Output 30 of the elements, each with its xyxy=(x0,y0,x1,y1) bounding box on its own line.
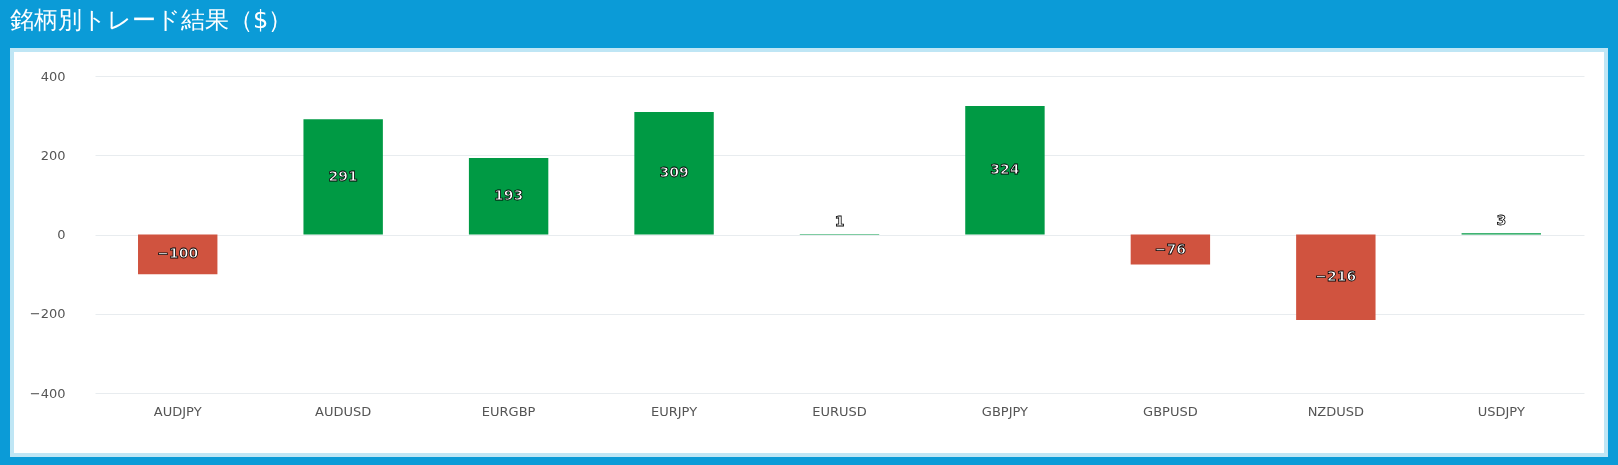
chart-title: 銘柄別トレード結果（$） xyxy=(9,5,294,36)
y-tick-label: 0 xyxy=(57,227,66,242)
data-label: −76 xyxy=(1154,240,1186,257)
bar xyxy=(634,112,714,235)
bar xyxy=(965,106,1045,235)
data-label: −100 xyxy=(157,245,199,262)
data-label: 3 xyxy=(1496,212,1507,229)
y-tick-label: −400 xyxy=(29,385,66,401)
data-label: 291 xyxy=(328,167,358,184)
bar xyxy=(303,119,383,235)
data-label: 309 xyxy=(659,164,689,181)
x-tick-label: AUDJPY xyxy=(153,403,202,419)
x-tick-label: AUDUSD xyxy=(315,403,372,419)
data-label: 324 xyxy=(990,161,1020,178)
x-tick-label: GBPUSD xyxy=(1143,403,1198,419)
data-label: −216 xyxy=(1315,268,1357,285)
bar xyxy=(1130,234,1211,265)
x-tick-label: USDJPY xyxy=(1477,403,1525,419)
x-tick-label: NZDUSD xyxy=(1307,403,1365,419)
x-tick-label: EURGBP xyxy=(481,403,536,419)
y-tick-label: 400 xyxy=(40,68,66,84)
bar xyxy=(468,158,549,235)
bar xyxy=(1296,234,1376,321)
data-label: 1 xyxy=(834,213,845,230)
x-tick-label: GBPJPY xyxy=(981,403,1029,419)
x-tick-label: EURUSD xyxy=(812,403,867,419)
y-tick-label: −200 xyxy=(29,306,66,322)
y-tick-label: 200 xyxy=(40,147,66,163)
x-tick-label: EURJPY xyxy=(651,403,698,419)
data-label: 193 xyxy=(493,187,524,204)
